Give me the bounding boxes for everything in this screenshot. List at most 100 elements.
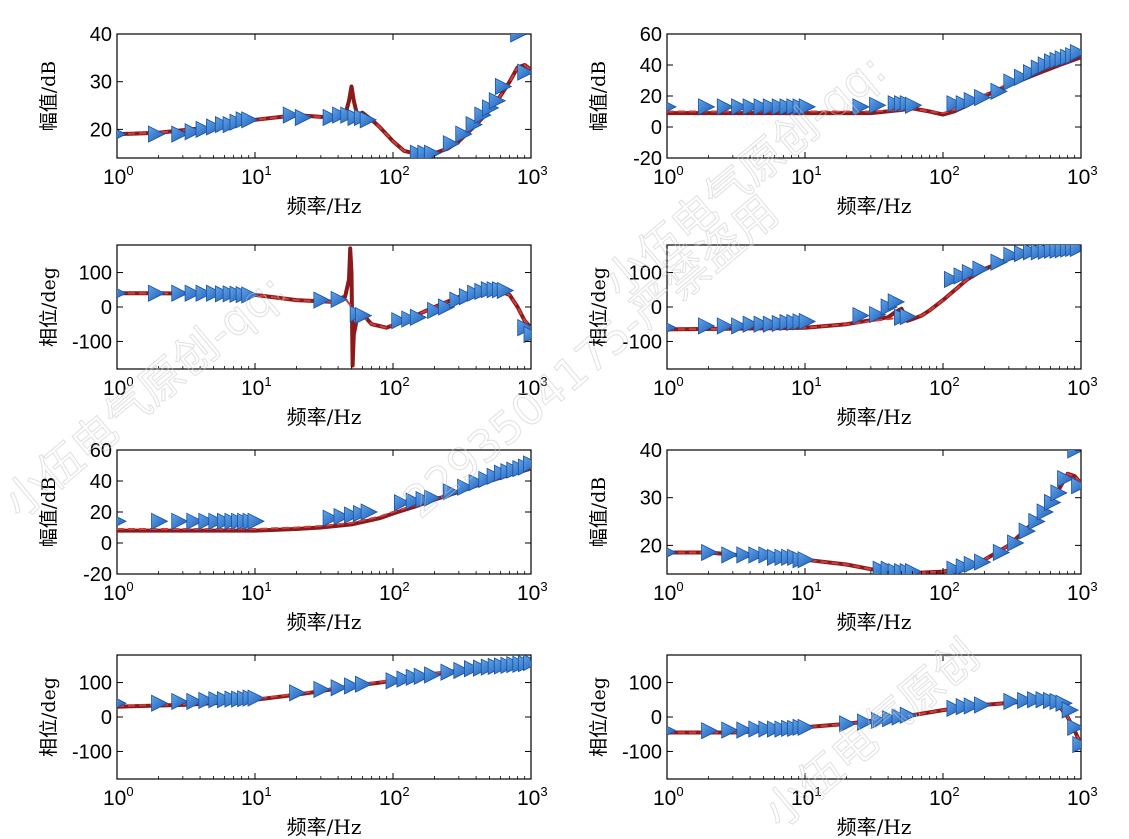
data-point-marker bbox=[753, 98, 771, 116]
data-point-marker bbox=[736, 546, 754, 564]
y-tick-label: -100 bbox=[622, 741, 662, 763]
data-point-marker bbox=[442, 483, 461, 501]
data-point-marker bbox=[1067, 450, 1081, 459]
axes-frame bbox=[666, 244, 1082, 370]
data-point-marker bbox=[442, 135, 461, 153]
plot-area bbox=[117, 246, 531, 368]
y-tick-label: -100 bbox=[72, 741, 112, 763]
data-point-marker bbox=[195, 284, 213, 302]
data-point-marker bbox=[899, 706, 918, 724]
data-point-marker bbox=[171, 284, 189, 302]
data-point-marker bbox=[195, 120, 213, 139]
data-point-marker bbox=[198, 512, 216, 530]
data-point-marker bbox=[148, 284, 166, 302]
axes-frame bbox=[116, 654, 532, 780]
x-axis-label: 频率/Hz bbox=[837, 194, 912, 218]
data-point-marker bbox=[1057, 469, 1075, 488]
subplot-3: 100 101 102 103 -100 0 100 频率/Hz 相位/deg bbox=[38, 244, 548, 429]
data-point-marker bbox=[1017, 691, 1035, 710]
data-point-marker bbox=[1067, 718, 1081, 736]
data-point-marker bbox=[391, 312, 409, 330]
data-point-marker bbox=[1003, 73, 1021, 91]
data-point-marker bbox=[171, 125, 189, 143]
data-point-marker bbox=[247, 512, 265, 530]
data-point-marker bbox=[742, 315, 760, 333]
data-point-marker bbox=[974, 553, 992, 571]
data-point-marker bbox=[440, 663, 458, 681]
data-point-marker bbox=[1003, 246, 1021, 264]
axes-frame bbox=[116, 244, 532, 370]
data-point-marker bbox=[385, 672, 403, 690]
y-tick-label: 60 bbox=[90, 440, 112, 462]
data-point-marker bbox=[667, 547, 677, 558]
data-point-marker bbox=[731, 317, 749, 335]
x-tick-label: 103 bbox=[1067, 374, 1098, 400]
x-tick-label: 101 bbox=[791, 784, 822, 810]
x-tick-label: 102 bbox=[929, 579, 960, 605]
subplot-4: 100 101 102 103 -100 0 100 频率/Hz 相位/deg bbox=[588, 244, 1098, 429]
y-tick-label: -20 bbox=[83, 564, 112, 586]
data-point-marker bbox=[330, 679, 348, 697]
marker-series bbox=[667, 43, 1081, 116]
x-tick-label: 103 bbox=[1067, 579, 1098, 605]
x-axis-label: 频率/Hz bbox=[287, 405, 362, 429]
y-tick-label: 100 bbox=[79, 673, 112, 695]
data-point-marker bbox=[974, 88, 992, 107]
data-point-marker bbox=[762, 315, 781, 333]
data-point-marker bbox=[206, 284, 224, 302]
data-point-marker bbox=[294, 108, 313, 127]
y-axis-label: 相位/deg bbox=[38, 677, 60, 757]
x-tick-label: 101 bbox=[791, 374, 822, 400]
x-tick-label: 103 bbox=[517, 163, 548, 189]
data-point-marker bbox=[206, 118, 224, 136]
data-point-marker bbox=[424, 144, 442, 158]
y-tick-label: 100 bbox=[629, 673, 662, 695]
x-tick-label: 102 bbox=[379, 163, 410, 189]
x-tick-label: 101 bbox=[791, 163, 822, 189]
data-point-marker bbox=[117, 129, 127, 140]
x-axis-label: 频率/Hz bbox=[837, 405, 912, 429]
data-point-marker bbox=[455, 125, 473, 143]
data-point-marker bbox=[852, 306, 870, 325]
x-tick-label: 102 bbox=[929, 374, 960, 400]
data-point-marker bbox=[869, 96, 887, 114]
data-point-marker bbox=[753, 315, 771, 333]
axes-frame bbox=[666, 33, 1082, 159]
subplot-8: 100 101 102 103 -100 0 100 频率/Hz 相位/deg bbox=[588, 654, 1098, 839]
plot-area bbox=[667, 691, 1081, 754]
marker-series bbox=[667, 245, 1081, 335]
y-tick-label: -20 bbox=[633, 148, 662, 170]
data-point-marker bbox=[464, 660, 482, 678]
data-point-marker bbox=[963, 92, 982, 110]
x-tick-label: 100 bbox=[103, 579, 134, 605]
plot-area bbox=[667, 245, 1081, 335]
data-point-marker bbox=[208, 512, 226, 530]
subplot-2: 100 101 102 103 -20 0 20 40 60 频率/Hz 幅值/dB bbox=[588, 24, 1098, 218]
data-point-marker bbox=[424, 666, 442, 684]
data-point-marker bbox=[1027, 691, 1045, 709]
data-point-marker bbox=[963, 555, 982, 574]
data-point-marker bbox=[313, 680, 331, 699]
data-point-marker bbox=[972, 260, 990, 278]
x-tick-label: 102 bbox=[379, 374, 410, 400]
y-tick-label: 0 bbox=[651, 297, 662, 319]
data-point-marker bbox=[869, 305, 887, 324]
x-tick-label: 101 bbox=[791, 579, 822, 605]
x-tick-label: 101 bbox=[241, 374, 272, 400]
data-point-marker bbox=[438, 298, 456, 316]
data-point-marker bbox=[1050, 484, 1068, 502]
data-point-marker bbox=[839, 715, 857, 733]
x-tick-label: 101 bbox=[241, 579, 272, 605]
marker-series bbox=[117, 34, 531, 158]
data-point-marker bbox=[904, 562, 923, 574]
x-tick-label: 102 bbox=[929, 163, 960, 189]
data-point-marker bbox=[322, 509, 340, 527]
data-point-marker bbox=[247, 689, 265, 707]
data-point-marker bbox=[186, 512, 204, 530]
y-tick-label: 100 bbox=[79, 263, 112, 285]
y-tick-label: 20 bbox=[640, 535, 662, 557]
plot-area bbox=[117, 455, 531, 533]
data-point-marker bbox=[990, 253, 1008, 271]
data-point-marker bbox=[333, 508, 351, 526]
